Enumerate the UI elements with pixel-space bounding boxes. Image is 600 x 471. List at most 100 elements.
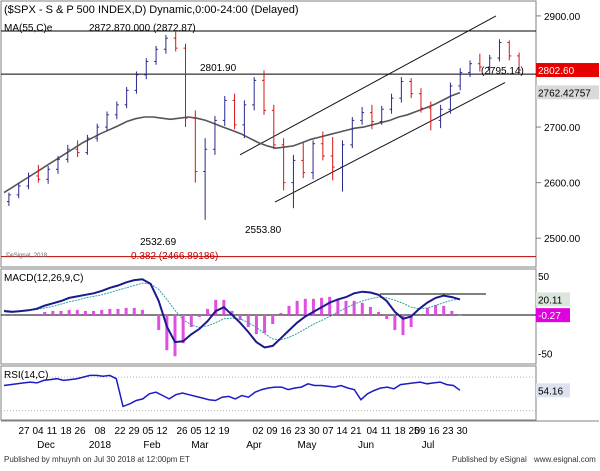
date-day-tick: 16: [428, 426, 440, 437]
price-candle: [507, 40, 512, 61]
date-day-tick: 11: [381, 426, 392, 437]
date-month-label: Mar: [191, 440, 209, 451]
date-day-tick: 12: [204, 426, 216, 437]
macd-badge-label: 20.11: [538, 295, 563, 306]
price-candle: [75, 140, 80, 158]
price-candle: [340, 140, 345, 192]
price-candle: [320, 131, 325, 161]
price-candle: [330, 137, 335, 181]
date-day-tick: 05: [190, 426, 202, 437]
price-badge-bg: [536, 63, 599, 78]
price-candle: [46, 165, 51, 184]
macd-badge-bg: [536, 292, 570, 307]
price-candle: [193, 110, 198, 183]
date-day-tick: 11: [47, 426, 58, 437]
annotation-2553: 2553.80: [245, 225, 282, 236]
price-candle: [301, 142, 306, 179]
price-candle: [360, 107, 365, 125]
date-month-label: Dec: [37, 440, 55, 451]
price-candle: [6, 192, 11, 206]
date-day-tick: 02: [252, 426, 264, 437]
date-day-tick: 08: [94, 426, 106, 437]
rsi-title: RSI(14,C): [4, 370, 48, 381]
price-tick-label: 2600.00: [544, 179, 581, 190]
macd-panel: 50 -50 20.11 -0.27: [1, 272, 570, 361]
date-axis: 27 04 11 18 26 08 22 29 05 12 26 05 12 19 02 09 16 23 30 07…: [18, 426, 468, 451]
price-candle: [497, 39, 502, 62]
price-candle: [428, 101, 433, 131]
date-day-tick: 21: [350, 426, 362, 437]
price-candle: [468, 60, 473, 78]
price-candle: [65, 144, 70, 163]
date-day-tick: 22: [114, 426, 126, 437]
date-day-tick: 16: [280, 426, 292, 437]
price-candle: [212, 115, 217, 155]
price-candle: [242, 100, 247, 139]
macd-title: MACD(12,26,9,C): [4, 273, 83, 284]
ma-legend: MA(55,C)e: [4, 23, 53, 34]
published-by: Published by eSignal: [452, 455, 527, 464]
price-tick-label: 2500.00: [544, 234, 581, 245]
date-month-label: Apr: [246, 440, 262, 451]
macd-signal-line: [3, 282, 461, 341]
rsi-badge-bg: [536, 383, 570, 398]
price-candle: [477, 53, 482, 72]
price-candle: [26, 172, 31, 190]
esignal-logo: www.esignal.com: [533, 455, 596, 464]
annotation-2801: 2801.90: [200, 63, 237, 74]
annotation-fib-0382: 0.382 (2466.89186): [131, 251, 218, 262]
price-candle: [124, 87, 129, 109]
date-day-tick: 09: [414, 426, 426, 437]
price-tick-label: 2700.00: [544, 123, 581, 134]
date-day-tick: 30: [308, 426, 320, 437]
date-day-tick: 26: [74, 426, 86, 437]
price-candle: [291, 154, 296, 209]
price-badge-bg: [536, 85, 599, 100]
price-candle: [487, 54, 492, 74]
channel-lower-line: [274, 82, 506, 203]
ma-55-line: [3, 91, 461, 194]
price-candle: [105, 111, 110, 131]
macd-badge-label: -0.27: [538, 311, 561, 322]
price-candle: [281, 138, 286, 191]
date-day-tick: 09: [266, 426, 278, 437]
date-day-tick: 27: [18, 426, 30, 437]
date-day-tick: 23: [294, 426, 306, 437]
price-candle: [134, 71, 139, 94]
esignal-watermark: ©eSignal, 2018: [6, 252, 48, 259]
footer-note: Published by mhuynh on Jul 30 2018 at 12…: [4, 455, 190, 464]
channel-upper-line: [239, 15, 497, 156]
price-candle: [85, 134, 90, 155]
macd-tick-label: -50: [538, 350, 553, 361]
price-candle: [232, 93, 237, 130]
price-candle: [154, 45, 159, 65]
date-day-tick: 23: [442, 426, 454, 437]
price-candle: [252, 77, 257, 111]
price-candle: [173, 30, 178, 52]
price-chart-title: ($SPX - S & P 500 INDEX,D) Dynamic,0:00-…: [4, 4, 298, 16]
price-candle: [55, 155, 60, 174]
price-badge-label: 2762.42757: [538, 88, 591, 99]
date-day-tick: 18: [60, 426, 72, 437]
price-candle: [399, 77, 404, 103]
date-month-label: Jun: [358, 440, 374, 451]
price-candle: [369, 104, 374, 130]
price-candle: [448, 82, 453, 114]
price-candle: [183, 43, 188, 128]
date-month-label: Feb: [143, 440, 161, 451]
date-day-tick: 29: [128, 426, 140, 437]
date-day-tick: 12: [156, 426, 168, 437]
rsi-line: [3, 374, 461, 408]
date-day-tick: 14: [336, 426, 348, 437]
price-candle: [438, 104, 443, 129]
price-candle: [114, 101, 119, 120]
price-panel-frame: [0, 0, 537, 268]
price-candle: [163, 34, 168, 54]
rsi-panel-frame: [0, 365, 537, 421]
date-day-tick: 04: [366, 426, 378, 437]
date-month-label: 2018: [89, 440, 112, 451]
annotation-2872: 2872.870.000 (2872.87): [89, 23, 196, 34]
price-candle: [36, 164, 41, 183]
